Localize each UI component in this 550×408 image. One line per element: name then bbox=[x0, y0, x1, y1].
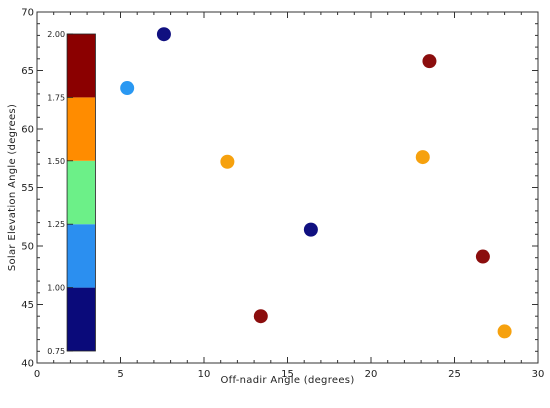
colorbar-tick-label: 1.50 bbox=[47, 157, 65, 166]
data-point-5 bbox=[415, 150, 430, 165]
y-tick-label: 60 bbox=[21, 125, 34, 136]
data-point-0 bbox=[120, 81, 135, 96]
plot-frame bbox=[36, 11, 539, 364]
y-tick-label: 50 bbox=[21, 242, 34, 253]
data-point-6 bbox=[422, 54, 437, 69]
colorbar-segment-4 bbox=[67, 34, 96, 98]
y-axis-ticks: 40 45 50 55 60 65 70 bbox=[21, 8, 538, 370]
colorbar-segment-1 bbox=[67, 224, 96, 288]
y-axis-label: Solar Elevation Angle (degrees) bbox=[7, 104, 18, 271]
data-point-2 bbox=[220, 154, 235, 169]
colorbar-segment-2 bbox=[67, 160, 96, 225]
y-tick-label: 70 bbox=[21, 8, 34, 19]
colorbar-tick-label: 1.75 bbox=[47, 93, 65, 102]
colorbar-tick-label: 1.00 bbox=[47, 284, 65, 293]
data-point-4 bbox=[303, 222, 318, 237]
x-axis-label: Off-nadir Angle (degrees) bbox=[220, 375, 354, 386]
colorbar-tick-label: 1.25 bbox=[47, 220, 65, 229]
x-axis-ticks: 0 5 10 15 20 25 30 bbox=[34, 12, 545, 380]
colorbar-frame bbox=[66, 33, 96, 352]
colorbar-segment-3 bbox=[67, 97, 96, 161]
colorbar: 0.75 1.00 1.25 1.50 1.75 2.00 bbox=[47, 30, 96, 356]
x-tick-label: 0 bbox=[34, 369, 40, 380]
y-tick-label: 55 bbox=[21, 183, 34, 194]
x-tick-label: 15 bbox=[281, 369, 294, 380]
y-tick-label: 45 bbox=[21, 300, 34, 311]
data-point-8 bbox=[497, 324, 512, 339]
x-tick-label: 5 bbox=[117, 369, 123, 380]
y-tick-label: 65 bbox=[21, 66, 34, 77]
colorbar-segment-0 bbox=[67, 287, 96, 351]
x-tick-label: 10 bbox=[198, 369, 211, 380]
data-points bbox=[120, 27, 512, 339]
data-point-3 bbox=[253, 309, 268, 324]
colorbar-tick-label: 0.75 bbox=[47, 347, 65, 356]
x-tick-label: 30 bbox=[532, 369, 545, 380]
data-point-1 bbox=[156, 27, 171, 42]
colorbar-tick-label: 2.00 bbox=[47, 30, 65, 39]
y-tick-label: 40 bbox=[21, 359, 34, 370]
data-point-7 bbox=[475, 249, 490, 264]
x-tick-label: 20 bbox=[365, 369, 378, 380]
x-tick-label: 25 bbox=[448, 369, 461, 380]
